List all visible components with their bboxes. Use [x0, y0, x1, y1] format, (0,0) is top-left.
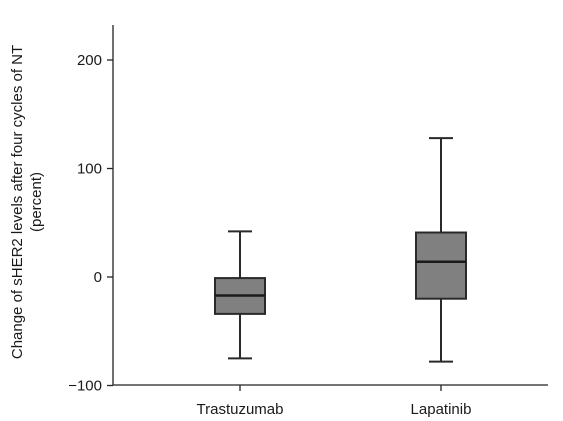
y-axis-label-line1: Change of sHER2 levels after four cycles…: [9, 45, 26, 359]
x-tick-label: Lapatinib: [411, 401, 472, 418]
y-tick-label: 0: [94, 269, 102, 286]
y-tick-label: −100: [68, 378, 102, 395]
boxplot-lapatinib: [415, 137, 467, 363]
x-ticks: Trastuzumab Lapatinib: [197, 385, 472, 418]
y-tick-label: 100: [77, 161, 102, 178]
boxes: [214, 137, 467, 363]
x-tick-label: Trastuzumab: [197, 401, 284, 418]
y-axis-label-line2: (percent): [28, 172, 45, 232]
y-tick-label: 200: [77, 52, 102, 69]
iqr-box: [415, 231, 467, 300]
boxplot-trastuzumab: [214, 230, 266, 360]
axes: [112, 25, 548, 386]
y-ticks: −100 0 100 200: [68, 52, 113, 395]
